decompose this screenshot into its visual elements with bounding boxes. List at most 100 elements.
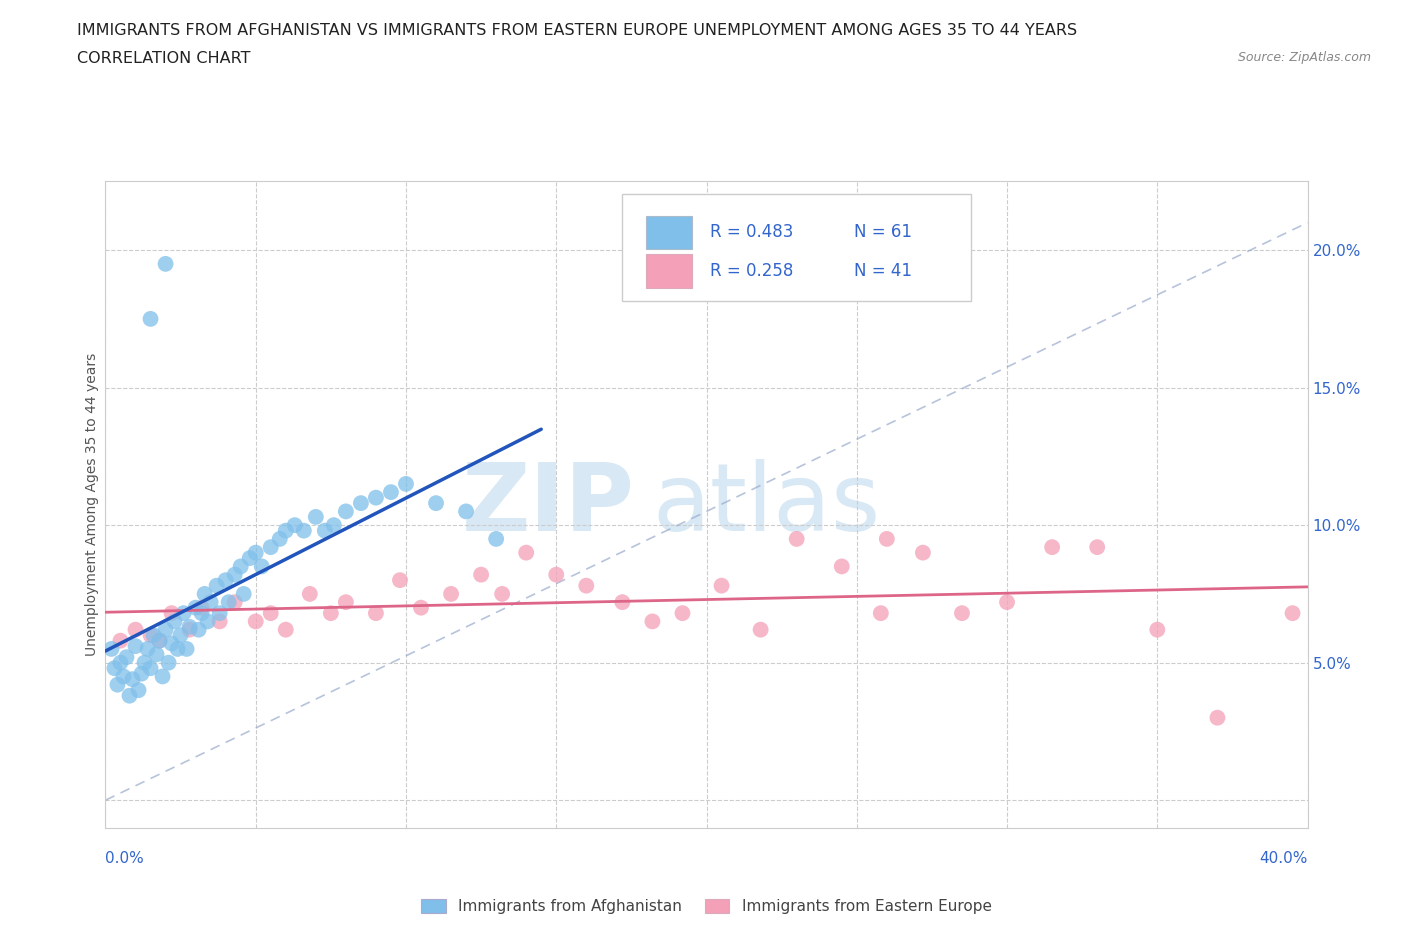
Point (173, 605, 195, 620)
Point (184, 600, 207, 615)
Point (284, 518, 307, 533)
Point (176, 642, 198, 657)
Point (440, 587, 463, 602)
Text: Source: ZipAtlas.com: Source: ZipAtlas.com (1237, 51, 1371, 64)
Point (831, 559, 853, 574)
Point (224, 594, 246, 609)
Point (274, 622, 297, 637)
Point (575, 578, 598, 593)
Point (274, 524, 297, 538)
Point (314, 524, 336, 538)
Point (148, 633, 170, 648)
Point (380, 485, 402, 499)
Point (152, 669, 174, 684)
Text: 0.0%: 0.0% (105, 851, 145, 866)
FancyBboxPatch shape (623, 194, 972, 301)
Point (298, 587, 321, 602)
Point (245, 545, 267, 560)
Point (671, 605, 693, 620)
Point (142, 628, 165, 643)
Point (166, 642, 188, 657)
Point (395, 476, 418, 491)
Point (454, 504, 477, 519)
Point (139, 660, 162, 675)
Point (876, 531, 898, 546)
Point (160, 605, 183, 620)
Point (641, 614, 664, 629)
Point (214, 573, 236, 588)
Point (100, 642, 122, 657)
Point (612, 594, 634, 609)
Point (409, 600, 432, 615)
Point (107, 677, 129, 692)
FancyBboxPatch shape (647, 216, 692, 249)
Text: N = 61: N = 61 (855, 223, 912, 242)
Point (292, 524, 315, 538)
Point (197, 614, 219, 629)
Point (869, 605, 891, 620)
Text: 40.0%: 40.0% (1260, 851, 1308, 866)
Point (200, 594, 222, 609)
Point (911, 545, 934, 560)
Point (208, 614, 231, 629)
Point (190, 600, 212, 615)
Point (749, 622, 772, 637)
Point (179, 619, 201, 634)
Point (995, 594, 1018, 609)
Point (786, 531, 808, 546)
Point (491, 587, 513, 602)
Point (260, 605, 283, 620)
Text: ZIP: ZIP (461, 458, 634, 551)
Point (245, 614, 267, 629)
Text: atlas: atlas (652, 458, 880, 551)
Point (163, 614, 186, 629)
Point (115, 650, 138, 665)
Point (425, 496, 447, 511)
Point (179, 622, 201, 637)
FancyBboxPatch shape (647, 255, 692, 288)
Point (364, 605, 387, 620)
Point (350, 496, 373, 511)
Point (322, 518, 344, 533)
Point (160, 636, 183, 651)
Point (124, 622, 146, 637)
Point (229, 559, 252, 574)
Point (124, 639, 146, 654)
Point (388, 573, 411, 588)
Point (1146, 622, 1168, 637)
Point (546, 567, 568, 582)
Point (470, 567, 492, 582)
Text: IMMIGRANTS FROM AFGHANISTAN VS IMMIGRANTS FROM EASTERN EUROPE UNEMPLOYMENT AMONG: IMMIGRANTS FROM AFGHANISTAN VS IMMIGRANT… (77, 23, 1077, 38)
Point (157, 656, 180, 671)
Point (950, 605, 973, 620)
Point (208, 605, 231, 620)
Point (205, 578, 228, 593)
Point (224, 567, 246, 582)
Point (1085, 539, 1108, 554)
Point (515, 545, 537, 560)
Point (112, 669, 135, 684)
Point (155, 622, 177, 637)
Point (218, 594, 240, 609)
Point (118, 688, 141, 703)
Point (110, 633, 132, 648)
Point (131, 666, 153, 681)
Point (250, 559, 273, 574)
Point (194, 587, 217, 602)
Point (335, 504, 357, 519)
Y-axis label: Unemployment Among Ages 35 to 44 years: Unemployment Among Ages 35 to 44 years (86, 352, 100, 657)
Point (155, 257, 177, 272)
Point (110, 656, 132, 671)
Point (335, 594, 357, 609)
Text: N = 41: N = 41 (855, 262, 912, 280)
Point (139, 628, 162, 643)
Text: CORRELATION CHART: CORRELATION CHART (77, 51, 250, 66)
Point (121, 671, 143, 686)
Point (232, 587, 254, 602)
Text: R = 0.258: R = 0.258 (710, 262, 793, 280)
Point (134, 656, 156, 671)
Point (305, 510, 328, 525)
Point (319, 605, 342, 620)
Point (239, 551, 262, 565)
Point (187, 622, 209, 637)
